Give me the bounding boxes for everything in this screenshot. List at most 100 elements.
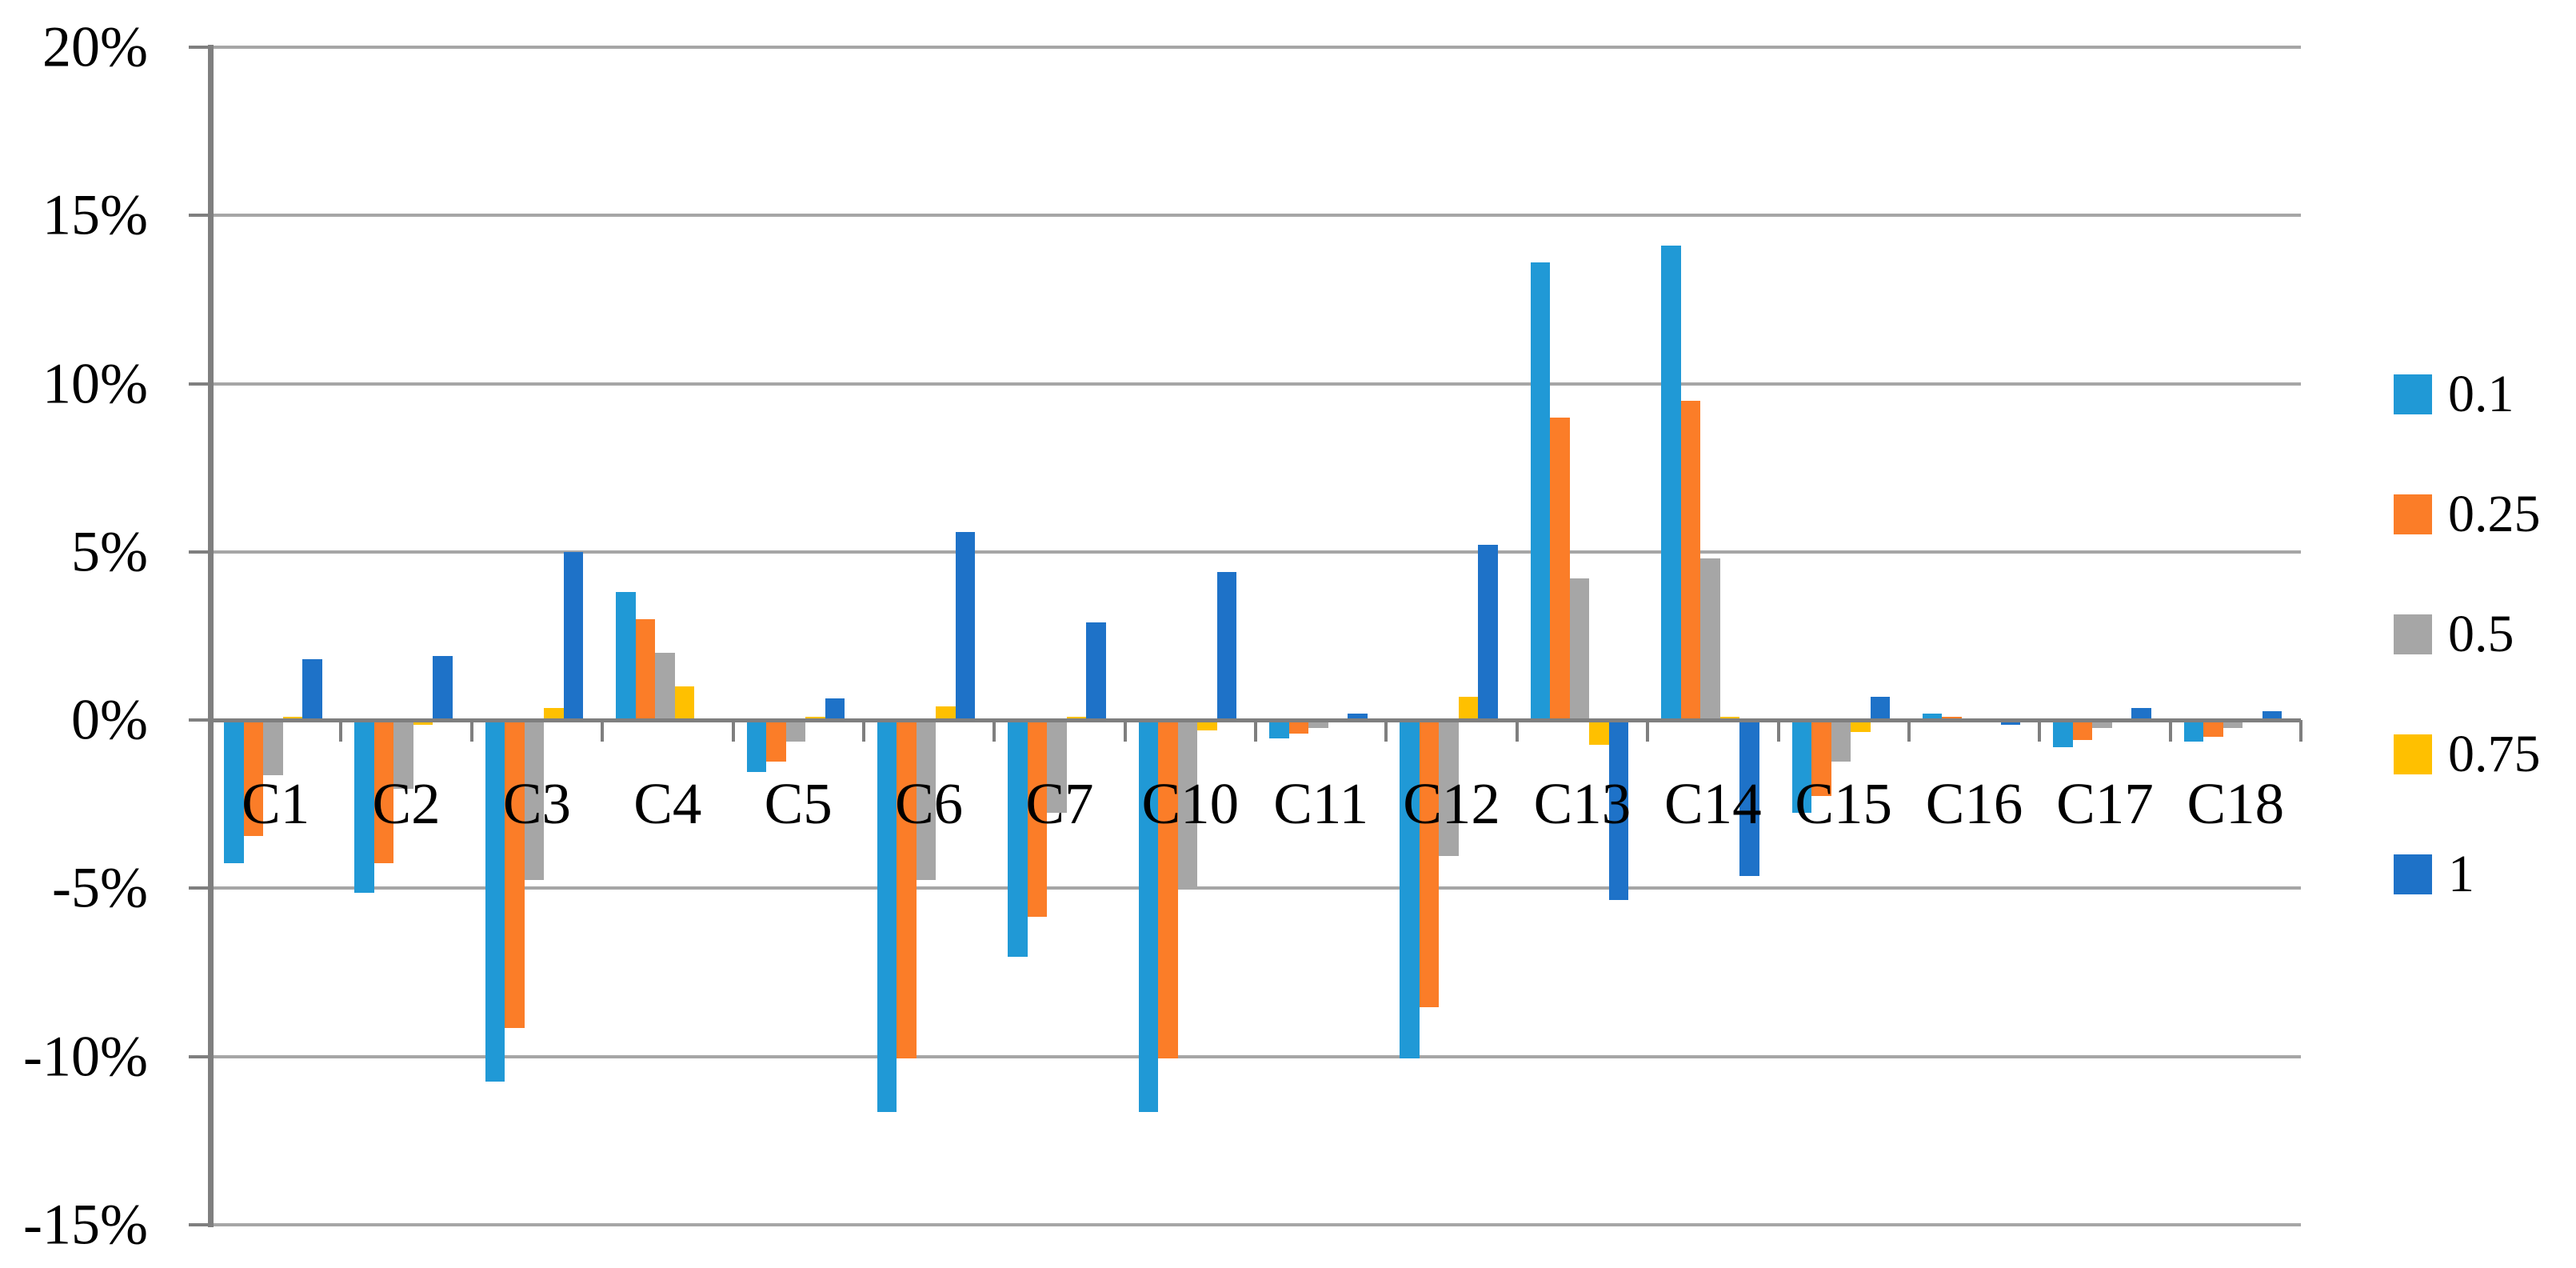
y-axis-tick-label: 15% — [42, 182, 148, 247]
bar-1-C12 — [1478, 545, 1498, 720]
bar-0.25-C6 — [897, 722, 917, 1058]
bar-0.25-C13 — [1550, 417, 1570, 720]
bar-0.5-C12 — [1439, 722, 1459, 857]
legend-label: 1 — [2448, 845, 2474, 903]
y-axis-tick-label: -10% — [23, 1024, 148, 1088]
bar-0.75-C4 — [674, 686, 695, 720]
bar-0.25-C7 — [1027, 722, 1048, 917]
category-axis-tick — [339, 720, 343, 742]
y-axis-tick — [189, 1222, 210, 1226]
bar-0.5-C2 — [393, 722, 413, 790]
bar-0.1-C15 — [1791, 722, 1811, 813]
bar-0.25-C10 — [1158, 722, 1178, 1058]
category-axis-tick — [861, 720, 865, 742]
bar-0.1-C14 — [1661, 246, 1681, 720]
bar-1-C10 — [1216, 571, 1237, 720]
bar-0.1-C1 — [224, 722, 244, 863]
bar-0.5-C4 — [655, 652, 675, 720]
bar-0.75-C12 — [1458, 696, 1479, 720]
gridline — [210, 550, 2301, 554]
y-axis-tick — [189, 214, 210, 218]
legend-item-1: 1 — [2394, 844, 2474, 905]
bar-0.5-C14 — [1700, 558, 1720, 720]
legend-item-0.1: 0.1 — [2394, 364, 2514, 425]
category-label-C15: C15 — [1795, 771, 1893, 836]
bar-0.25-C17 — [2072, 722, 2093, 741]
bar-0.1-C3 — [485, 722, 505, 1082]
bar-0.25-C12 — [1419, 722, 1440, 1008]
category-axis-tick — [992, 720, 996, 742]
category-axis-tick — [1254, 720, 1257, 742]
bar-0.75-C3 — [544, 708, 564, 720]
category-label-C10: C10 — [1141, 771, 1240, 836]
bar-0.5-C13 — [1569, 578, 1590, 720]
category-axis-tick — [469, 720, 473, 742]
bar-0.5-C7 — [1047, 722, 1067, 813]
bar-0.5-C17 — [2092, 722, 2112, 729]
category-label-C1: C1 — [242, 771, 310, 836]
category-label-C3: C3 — [502, 771, 572, 836]
bar-0.75-C10 — [1197, 722, 1217, 730]
bar-0.1-C16 — [1922, 713, 1943, 720]
bar-0.25-C5 — [766, 722, 786, 762]
bar-0.5-C6 — [916, 722, 937, 880]
legend-label: 0.1 — [2448, 365, 2514, 423]
bar-0.1-C13 — [1530, 262, 1551, 720]
y-axis-tick-label: 10% — [42, 351, 148, 415]
bar-0.25-C11 — [1288, 722, 1308, 734]
gridline — [210, 214, 2301, 218]
bar-0.25-C15 — [1811, 722, 1831, 796]
category-label-C5: C5 — [764, 771, 833, 836]
category-axis-tick — [601, 720, 605, 742]
bar-0.25-C3 — [505, 722, 525, 1028]
bar-0.1-C10 — [1138, 722, 1159, 1112]
bar-0.1-C7 — [1008, 722, 1028, 958]
y-axis-tick — [189, 886, 210, 890]
bar-1-C5 — [825, 698, 845, 720]
bar-0.5-C1 — [263, 722, 283, 776]
gridline — [210, 46, 2301, 49]
category-axis-tick — [2168, 720, 2172, 742]
y-axis-tick — [189, 1054, 210, 1058]
y-axis-tick-label: -5% — [52, 855, 148, 920]
category-label-C2: C2 — [372, 771, 441, 836]
category-axis-tick — [2299, 720, 2302, 742]
bar-0.75-C2 — [413, 722, 433, 726]
bar-0.1-C5 — [746, 722, 766, 773]
bar-0.1-C17 — [2053, 722, 2073, 747]
legend-label: 0.5 — [2448, 605, 2514, 663]
category-label-C6: C6 — [894, 771, 964, 836]
category-axis-tick — [1515, 720, 1519, 742]
y-axis-tick-label: 5% — [71, 519, 148, 584]
bar-1-C18 — [2262, 711, 2282, 720]
legend-swatch-0.25 — [2394, 494, 2432, 534]
bar-0.25-C14 — [1680, 400, 1701, 720]
category-label-C14: C14 — [1663, 771, 1762, 836]
bar-1-C13 — [1608, 722, 1629, 900]
gridline — [210, 382, 2301, 386]
bar-1-C1 — [302, 659, 322, 720]
category-label-C17: C17 — [2056, 771, 2154, 836]
bar-0.1-C4 — [616, 592, 636, 720]
bar-0.5-C5 — [785, 722, 805, 742]
category-axis-tick — [1776, 720, 1780, 742]
bar-1-C17 — [2131, 708, 2151, 720]
bar-0.5-C3 — [524, 722, 545, 880]
category-axis-tick — [1123, 720, 1127, 742]
bar-0.1-C11 — [1269, 722, 1289, 739]
category-axis-tick — [1907, 720, 1911, 742]
y-axis-tick-label: 0% — [71, 687, 148, 752]
gridline — [210, 886, 2301, 890]
bar-1-C11 — [1348, 713, 1368, 720]
category-axis-tick — [2038, 720, 2042, 742]
legend-swatch-0.75 — [2394, 734, 2432, 774]
bar-0.25-C2 — [373, 722, 394, 863]
y-axis-tick-label: -15% — [23, 1192, 148, 1257]
category-label-C12: C12 — [1403, 771, 1500, 836]
bar-0.1-C18 — [2183, 722, 2204, 742]
legend-label: 0.25 — [2448, 485, 2541, 543]
category-label-C4: C4 — [633, 771, 702, 836]
category-axis-tick — [1384, 720, 1388, 742]
bar-0.1-C12 — [1400, 722, 1420, 1058]
bar-0.75-C13 — [1589, 722, 1609, 746]
